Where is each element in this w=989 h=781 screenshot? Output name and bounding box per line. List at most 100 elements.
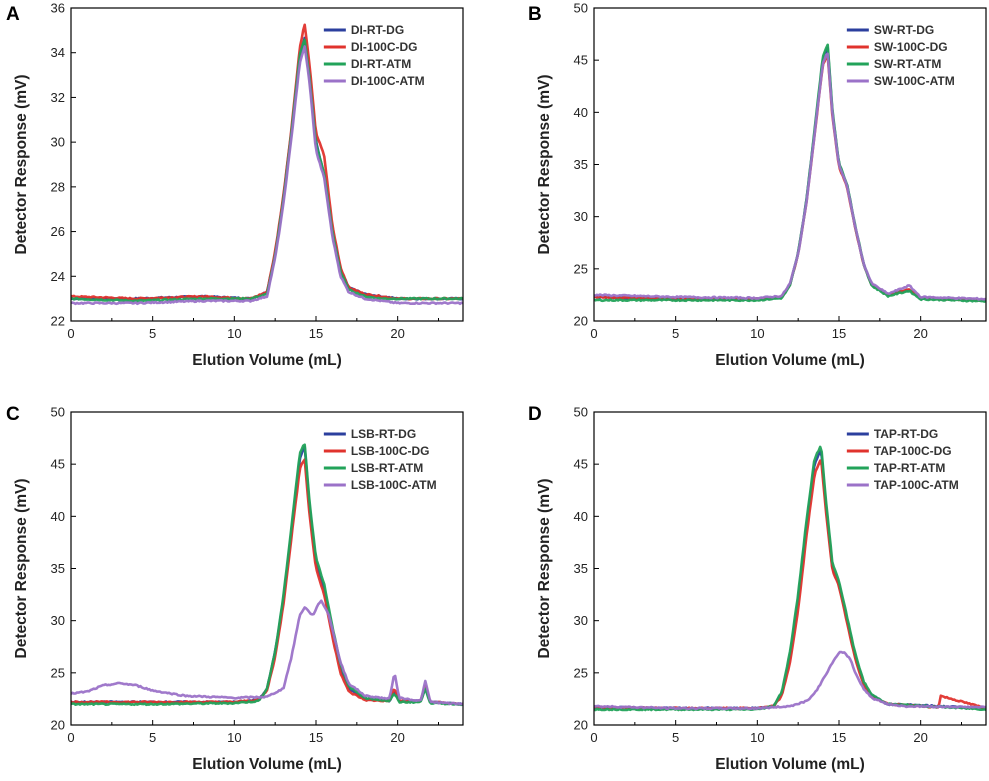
x-axis-label: Elution Volume (mL) xyxy=(192,352,342,369)
panel-b: B 0 5 10 15 20 20 25 30 35 40 45 50 Elution Volume (m… xyxy=(528,1,987,369)
x-tick-label: 0 xyxy=(590,730,597,745)
series-line xyxy=(594,650,986,711)
y-tick-label: 28 xyxy=(51,179,65,194)
series-line xyxy=(71,599,463,706)
x-tick-label: 0 xyxy=(590,326,597,341)
y-tick-label: 36 xyxy=(51,1,65,16)
legend-entry: DI-RT-DG xyxy=(351,23,404,37)
panel-d: D 0 5 10 15 20 20 25 30 35 40 45 50 Elution Volume (m… xyxy=(528,404,987,773)
x-tick-label: 15 xyxy=(309,730,323,745)
legend-entry: DI-100C-ATM xyxy=(351,74,425,88)
x-tick-label: 15 xyxy=(832,326,846,341)
y-tick-label: 30 xyxy=(574,613,588,628)
legend-entry: SW-100C-ATM xyxy=(874,74,955,88)
y-tick-label: 26 xyxy=(51,224,65,239)
series-line xyxy=(594,459,986,711)
y-axis-label: Detector Response (mV) xyxy=(536,478,553,658)
y-axis-label: Detector Response (mV) xyxy=(13,74,30,254)
legend-entry: SW-RT-ATM xyxy=(874,57,942,71)
y-tick-label: 35 xyxy=(574,561,588,576)
plot-area xyxy=(594,43,986,303)
legend-entry: LSB-100C-ATM xyxy=(351,478,437,492)
legend-entry: TAP-RT-DG xyxy=(874,427,938,441)
x-tick-label: 20 xyxy=(390,730,404,745)
legend: DI-RT-DG DI-100C-DG DI-RT-ATM DI-100C-ATM xyxy=(323,23,425,88)
y-tick-label: 34 xyxy=(51,45,65,60)
plot-frame xyxy=(593,411,987,726)
series-line xyxy=(71,45,463,306)
y-tick-label: 25 xyxy=(574,261,588,276)
x-tick-label: 10 xyxy=(227,730,241,745)
plot-area xyxy=(71,23,463,306)
y-tick-label: 40 xyxy=(574,105,588,120)
y-tick-label: 30 xyxy=(51,135,65,150)
legend: SW-RT-DG SW-100C-DG SW-RT-ATM SW-100C-ATM xyxy=(846,23,955,88)
series-line xyxy=(71,458,463,706)
x-tick-label: 5 xyxy=(149,730,156,745)
y-tick-label: 20 xyxy=(574,314,588,329)
series-line xyxy=(594,52,986,301)
y-tick-label: 30 xyxy=(574,209,588,224)
x-tick-label: 10 xyxy=(750,326,764,341)
series-line xyxy=(71,443,463,707)
x-tick-label: 5 xyxy=(672,326,679,341)
legend-entry: SW-100C-DG xyxy=(874,40,948,54)
plot-frame xyxy=(593,7,987,322)
panel-label: A xyxy=(6,4,20,25)
y-tick-label: 35 xyxy=(51,561,65,576)
y-tick-label: 20 xyxy=(51,718,65,733)
series-line xyxy=(594,54,986,302)
y-tick-label: 25 xyxy=(51,665,65,680)
legend-entry: LSB-RT-DG xyxy=(351,427,416,441)
y-tick-label: 35 xyxy=(574,157,588,172)
x-axis-label: Elution Volume (mL) xyxy=(192,756,342,773)
y-tick-label: 45 xyxy=(574,457,588,472)
x-tick-label: 10 xyxy=(750,730,764,745)
y-axis-label: Detector Response (mV) xyxy=(13,478,30,658)
y-tick-label: 25 xyxy=(574,665,588,680)
legend-entry: TAP-100C-ATM xyxy=(874,478,959,492)
x-axis-label: Elution Volume (mL) xyxy=(715,352,865,369)
y-tick-label: 45 xyxy=(51,457,65,472)
x-tick-label: 0 xyxy=(67,730,74,745)
legend-entry: TAP-RT-ATM xyxy=(874,461,946,475)
x-tick-label: 0 xyxy=(67,326,74,341)
x-tick-label: 20 xyxy=(913,326,927,341)
plot-area xyxy=(594,445,986,712)
legend-entry: SW-RT-DG xyxy=(874,23,934,37)
legend-entry: TAP-100C-DG xyxy=(874,444,952,458)
x-tick-label: 15 xyxy=(832,730,846,745)
legend-entry: DI-100C-DG xyxy=(351,40,418,54)
y-tick-label: 50 xyxy=(574,405,588,420)
y-axis-label: Detector Response (mV) xyxy=(536,74,553,254)
x-tick-label: 15 xyxy=(309,326,323,341)
panel-label: D xyxy=(528,404,542,425)
legend: LSB-RT-DG LSB-100C-DG LSB-RT-ATM LSB-100C-A… xyxy=(323,427,437,492)
y-tick-label: 32 xyxy=(51,90,65,105)
x-axis-label: Elution Volume (mL) xyxy=(715,756,865,773)
y-tick-label: 24 xyxy=(51,269,65,284)
legend: TAP-RT-DG TAP-100C-DG TAP-RT-ATM TAP-100C-A… xyxy=(846,427,959,492)
y-tick-label: 22 xyxy=(51,314,65,329)
y-tick-label: 40 xyxy=(574,509,588,524)
y-tick-label: 20 xyxy=(574,718,588,733)
panel-c: C 0 5 10 15 20 20 25 30 35 40 45 50 Elution Volume (m… xyxy=(6,404,464,773)
x-tick-label: 20 xyxy=(390,326,404,341)
x-tick-label: 10 xyxy=(227,326,241,341)
panel-a: A 0 5 10 15 20 22 24 26 28 30 32 34 36 Elution Volume … xyxy=(6,1,464,369)
plot-frame xyxy=(70,7,464,322)
y-tick-label: 40 xyxy=(51,509,65,524)
y-tick-label: 45 xyxy=(574,53,588,68)
panel-label: C xyxy=(6,404,20,425)
x-tick-label: 5 xyxy=(149,326,156,341)
x-tick-label: 5 xyxy=(672,730,679,745)
panel-label: B xyxy=(528,4,542,25)
y-tick-label: 30 xyxy=(51,613,65,628)
y-tick-label: 50 xyxy=(51,405,65,420)
legend-entry: LSB-100C-DG xyxy=(351,444,430,458)
plot-frame xyxy=(70,411,464,726)
legend-entry: LSB-RT-ATM xyxy=(351,461,423,475)
plot-area xyxy=(71,443,463,707)
y-tick-label: 50 xyxy=(574,1,588,16)
